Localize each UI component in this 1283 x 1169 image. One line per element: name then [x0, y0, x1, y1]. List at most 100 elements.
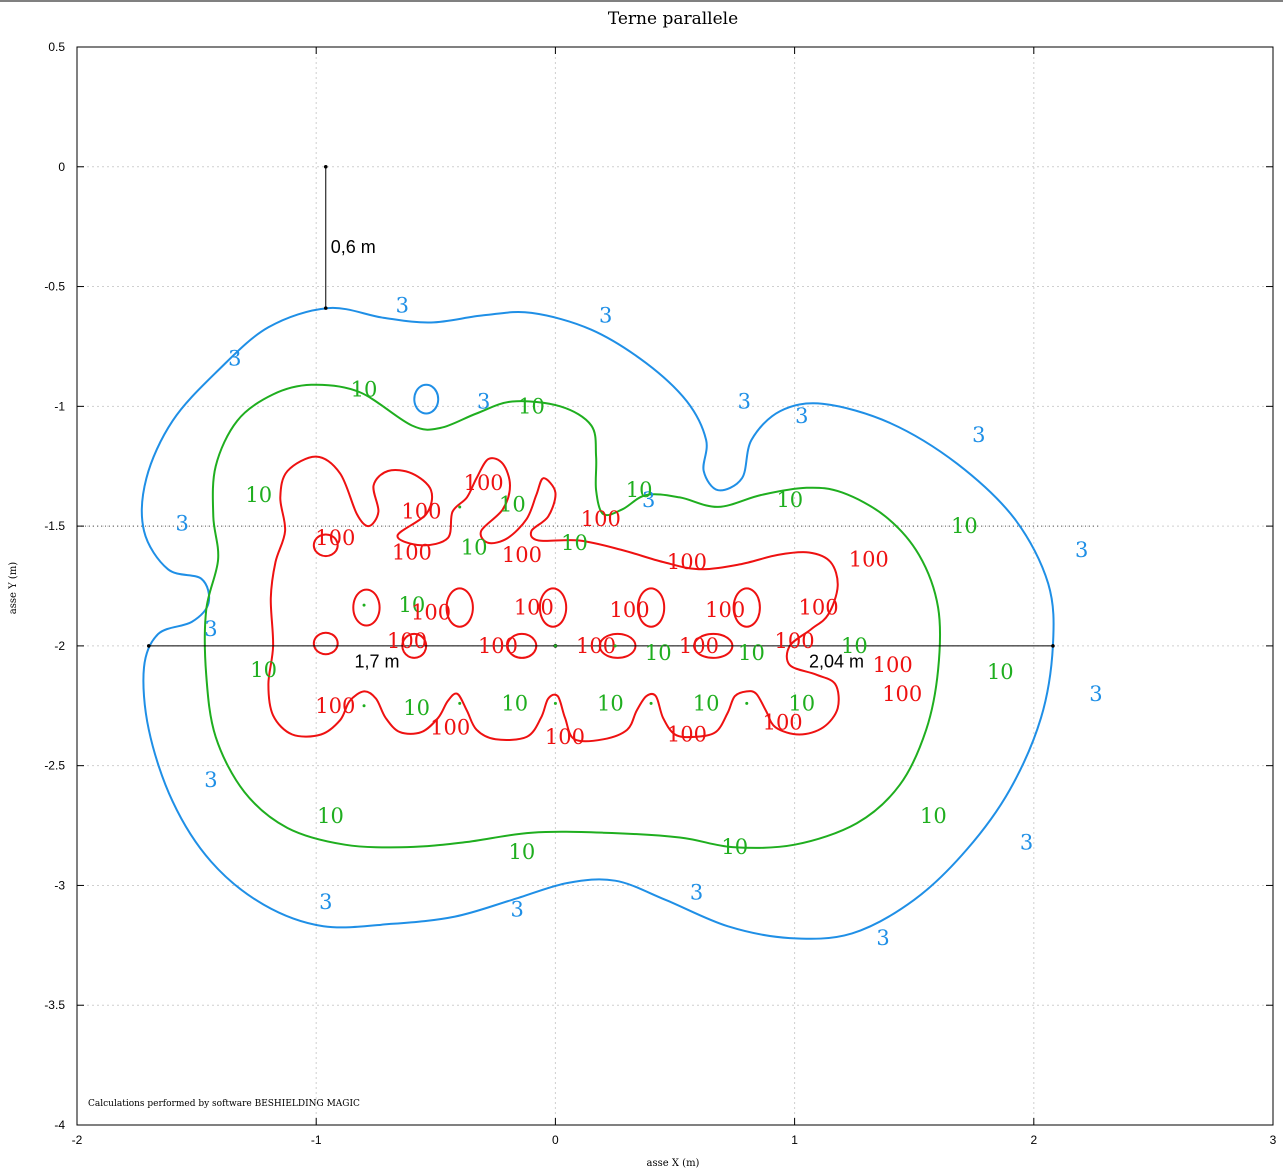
grid-lines [77, 47, 1273, 1125]
dimension-endpoint [1051, 644, 1055, 648]
dimension-label-left: 1,7 m [354, 651, 399, 671]
conductor-point [553, 644, 557, 648]
contour-label-10: 10 [461, 536, 488, 560]
contour-label-10: 10 [351, 378, 378, 402]
contour-line-100 [352, 588, 381, 627]
contour-label-100: 100 [798, 596, 838, 620]
contour-label-10: 10 [721, 835, 748, 859]
axis-ticks: -2 -1 0 1 2 3 0.5 0 -0.5 -1 -1.5 -2 -2.5 -3 -3.5 -4 [44, 40, 1276, 1147]
contour-label-100: 100 [705, 598, 745, 622]
conductor-point [458, 701, 462, 705]
contour-label-10: 10 [250, 658, 277, 682]
y-tick-label: -4 [54, 1118, 65, 1132]
contour-label-10: 10 [518, 394, 545, 418]
contour-label-10: 10 [841, 634, 868, 658]
dimension-label-right: 2,04 m [809, 651, 864, 671]
dimension-label-vertical: 0,6 m [331, 237, 376, 257]
contour-label-10: 10 [245, 483, 272, 507]
conductor-point [362, 603, 366, 607]
contour-label-3: 3 [204, 768, 217, 792]
contour-label-3: 3 [176, 512, 189, 536]
contour-line-100 [312, 631, 339, 656]
y-tick-label: -3.5 [44, 998, 65, 1012]
contour-label-100: 100 [315, 694, 355, 718]
contour-label-10: 10 [788, 691, 815, 715]
dimension-endpoint [146, 644, 151, 648]
contour-label-100: 100 [514, 596, 554, 620]
contour-label-3: 3 [690, 881, 703, 905]
contour-label-100: 100 [411, 600, 451, 624]
contour-label-10: 10 [403, 696, 430, 720]
contour-label-100: 100 [775, 629, 815, 653]
x-tick-label: 0 [552, 1133, 559, 1147]
contour-label-10: 10 [399, 593, 426, 617]
dimension-endpoint [323, 164, 328, 169]
contour-label-100: 100 [545, 725, 585, 749]
contour-label-10: 10 [776, 488, 803, 512]
contour-label-3: 3 [319, 890, 332, 914]
contour-label-3: 3 [972, 423, 985, 447]
contour-label-3: 3 [795, 404, 808, 428]
conductor-markers [362, 505, 749, 708]
contour-label-10: 10 [987, 660, 1014, 684]
plot-area-frame [76, 46, 1274, 1126]
y-tick-label: -2.5 [44, 759, 65, 773]
conductor-point [649, 701, 653, 705]
y-tick-label: -1.5 [44, 519, 65, 533]
contour-label-10: 10 [499, 493, 526, 517]
conductor-point [458, 505, 462, 509]
contour-line-100 [538, 587, 568, 628]
contour-label-10: 10 [951, 514, 978, 538]
contour-label-3: 3 [1075, 538, 1088, 562]
conductor-point [553, 701, 557, 705]
software-credit-note: Calculations performed by software BESHI… [88, 1099, 360, 1109]
contour-label-3: 3 [228, 346, 241, 370]
contour-label-10: 10 [693, 691, 720, 715]
x-tick-label: 3 [1270, 1133, 1277, 1147]
contour-label-100: 100 [667, 723, 707, 747]
contour-line-3-island [413, 383, 440, 415]
contour-line-100 [267, 455, 840, 743]
contour-label-10: 10 [626, 478, 653, 502]
x-tick-label: -1 [311, 1133, 322, 1147]
contour-label-3: 3 [876, 926, 889, 950]
contour-label-100: 100 [401, 500, 441, 524]
y-axis-label: asse Y (m) [8, 562, 19, 614]
contour-label-10: 10 [509, 840, 536, 864]
contour-label-100: 100 [315, 526, 355, 550]
contour-label-3: 3 [599, 303, 612, 327]
contour-label-100: 100 [610, 598, 650, 622]
contour-label-10: 10 [597, 691, 624, 715]
conductor-point [613, 644, 617, 648]
conductor-point [745, 701, 749, 705]
contour-label-10: 10 [501, 691, 528, 715]
contour-label-3: 3 [477, 390, 490, 414]
contour-line-100 [636, 587, 666, 628]
contour-label-100: 100 [873, 653, 913, 677]
contour-label-100: 100 [581, 507, 621, 531]
contour-label-3: 3 [204, 617, 217, 641]
contour-label-10: 10 [738, 641, 765, 665]
contour-label-100: 100 [679, 634, 719, 658]
contour-line-3 [140, 306, 1055, 940]
y-tick-label: -1 [54, 399, 65, 413]
dimension-endpoint [323, 306, 328, 310]
contour-label-100: 100 [882, 682, 922, 706]
contour-label-100: 100 [849, 548, 889, 572]
contour-label-10: 10 [645, 641, 672, 665]
contour-label-100: 100 [392, 540, 432, 564]
contour-label-100: 100 [667, 550, 707, 574]
contour-label-3: 3 [738, 390, 751, 414]
contour-line-100 [445, 587, 474, 628]
y-tick-label: -0.5 [44, 280, 65, 294]
contour-label-100: 100 [430, 715, 470, 739]
x-tick-label: 2 [1030, 1133, 1037, 1147]
contour-label-3: 3 [1089, 682, 1102, 706]
contour-label-100: 100 [763, 711, 803, 735]
contour-label-100: 100 [502, 543, 542, 567]
conductor-point [362, 704, 366, 708]
y-tick-label: -3 [54, 878, 65, 892]
x-tick-label: 1 [791, 1133, 798, 1147]
